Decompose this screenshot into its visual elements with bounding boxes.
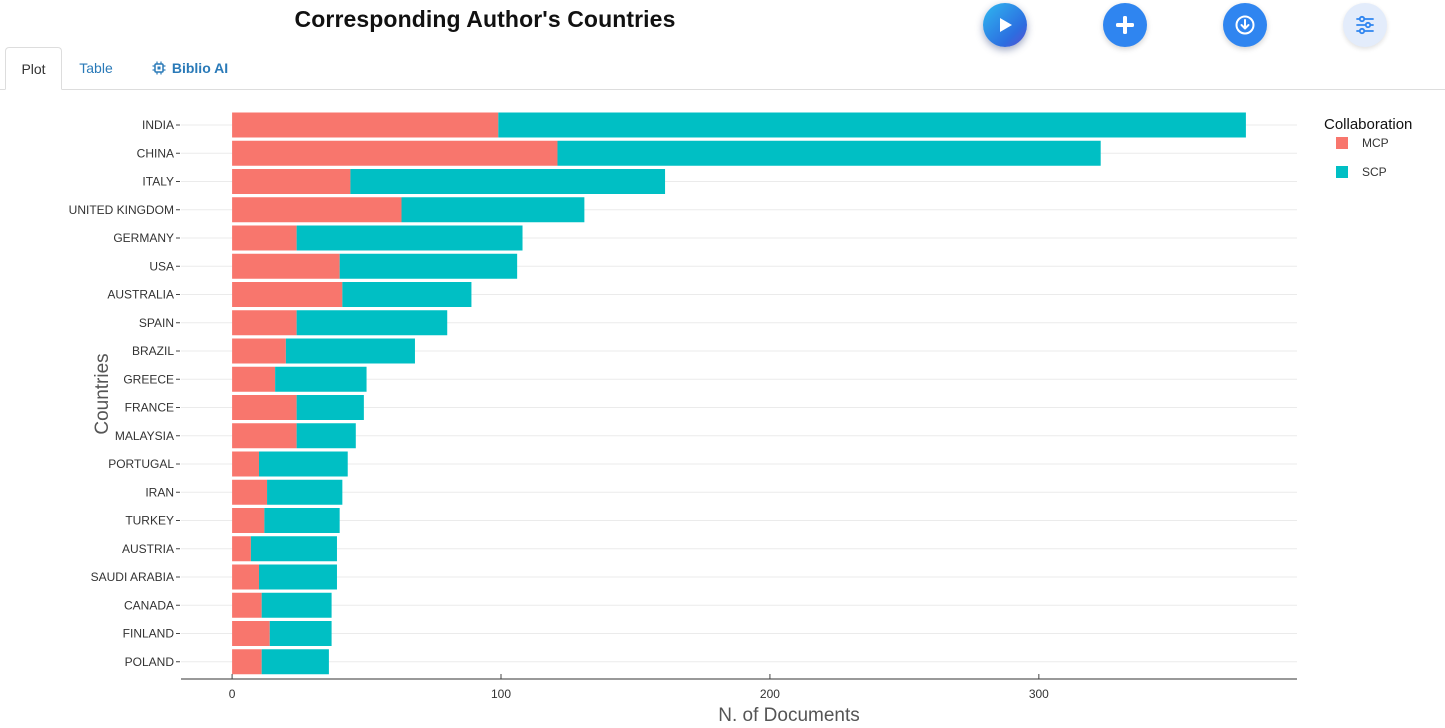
y-tick-label: ITALY <box>142 175 174 189</box>
y-axis: INDIA CHINA ITALY UNITED KINGDOM GERMANY USA A… <box>69 118 180 669</box>
bar-mcp-spain[interactable] <box>232 310 297 336</box>
bar-scp-malaysia[interactable] <box>296 423 356 449</box>
bar-scp-india[interactable] <box>498 112 1246 138</box>
y-tick-label: INDIA <box>142 118 174 132</box>
legend: Collaboration MCP SCP <box>1324 116 1412 179</box>
y-tick-label: SAUDI ARABIA <box>91 570 174 584</box>
bar-mcp-china[interactable] <box>232 140 558 166</box>
y-tick-label: POLAND <box>125 655 175 669</box>
run-button[interactable] <box>983 3 1027 47</box>
tab-bar: Plot Table Biblio AI <box>0 47 1445 90</box>
bar-mcp-greece[interactable] <box>232 366 276 392</box>
bar-scp-united-kingdom[interactable] <box>401 197 585 223</box>
bar-scp-saudi-arabia[interactable] <box>258 564 337 590</box>
y-tick-label: BRAZIL <box>132 344 174 358</box>
bar-mcp-italy[interactable] <box>232 169 351 194</box>
bar-mcp-poland[interactable] <box>232 649 262 675</box>
legend-label-scp[interactable]: SCP <box>1362 165 1387 179</box>
y-tick-label: FRANCE <box>125 401 174 415</box>
y-tick-label: SPAIN <box>139 316 174 330</box>
bar-scp-turkey[interactable] <box>264 508 340 533</box>
x-axis-title: N. of Documents <box>718 705 860 726</box>
bar-scp-brazil[interactable] <box>285 338 415 364</box>
y-tick-label: TURKEY <box>125 514 174 528</box>
bar-scp-austria[interactable] <box>250 536 337 562</box>
y-tick-label: AUSTRALIA <box>107 288 174 302</box>
y-tick-label: IRAN <box>145 485 174 499</box>
x-tick-label: 300 <box>1029 687 1049 701</box>
y-tick-label: MALAYSIA <box>115 429 174 443</box>
y-tick-label: CHINA <box>137 146 174 160</box>
tab-biblio-ai[interactable]: Biblio AI <box>140 47 240 89</box>
plus-icon <box>1116 16 1134 34</box>
sliders-icon <box>1356 15 1374 35</box>
download-button[interactable] <box>1223 3 1267 47</box>
bar-scp-italy[interactable] <box>350 169 666 194</box>
bar-mcp-austria[interactable] <box>232 536 251 562</box>
chip-icon <box>152 61 166 75</box>
legend-label-mcp[interactable]: MCP <box>1362 136 1389 150</box>
legend-title: Collaboration <box>1324 116 1412 133</box>
y-tick-label: PORTUGAL <box>108 457 174 471</box>
bar-scp-finland[interactable] <box>269 621 332 646</box>
bar-scp-poland[interactable] <box>261 649 329 675</box>
x-tick-label: 100 <box>491 687 511 701</box>
x-axis: 0 100 200 300 <box>181 674 1297 701</box>
bar-mcp-canada[interactable] <box>232 592 262 618</box>
bar-mcp-france[interactable] <box>232 395 297 420</box>
page-title: Corresponding Author's Countries <box>294 6 676 32</box>
bar-mcp-iran[interactable] <box>232 479 268 505</box>
y-tick-label: CANADA <box>124 598 174 612</box>
bars <box>232 112 1246 675</box>
bar-scp-usa[interactable] <box>339 253 518 279</box>
bar-mcp-malaysia[interactable] <box>232 423 297 449</box>
bar-mcp-saudi-arabia[interactable] <box>232 564 259 590</box>
y-tick-label: GERMANY <box>113 231 174 245</box>
bar-scp-greece[interactable] <box>275 366 367 392</box>
bar-scp-australia[interactable] <box>342 282 472 307</box>
bar-mcp-india[interactable] <box>232 112 499 138</box>
bar-mcp-turkey[interactable] <box>232 508 265 533</box>
options-button[interactable] <box>1343 3 1387 47</box>
download-icon <box>1235 15 1255 35</box>
bar-scp-iran[interactable] <box>267 479 343 505</box>
bar-scp-germany[interactable] <box>296 225 523 251</box>
play-icon <box>1000 18 1012 32</box>
bar-mcp-usa[interactable] <box>232 253 340 279</box>
tab-plot[interactable]: Plot <box>5 47 62 90</box>
tab-biblio-ai-label: Biblio AI <box>171 60 229 76</box>
y-tick-label: FINLAND <box>123 627 175 641</box>
legend-swatch-mcp[interactable] <box>1336 137 1348 149</box>
bar-scp-china[interactable] <box>557 140 1101 166</box>
bar-mcp-australia[interactable] <box>232 282 343 307</box>
y-tick-label: UNITED KINGDOM <box>69 203 174 217</box>
y-axis-title: Countries <box>92 353 113 434</box>
x-tick-label: 200 <box>760 687 780 701</box>
legend-swatch-scp[interactable] <box>1336 166 1348 178</box>
bar-mcp-brazil[interactable] <box>232 338 286 364</box>
bar-mcp-united-kingdom[interactable] <box>232 197 402 223</box>
bar-mcp-portugal[interactable] <box>232 451 259 477</box>
bar-mcp-germany[interactable] <box>232 225 297 251</box>
y-tick-label: AUSTRIA <box>122 542 174 556</box>
x-tick-label: 0 <box>229 687 236 701</box>
bar-mcp-finland[interactable] <box>232 621 270 646</box>
bar-scp-portugal[interactable] <box>258 451 348 477</box>
bar-scp-france[interactable] <box>296 395 364 420</box>
tab-table[interactable]: Table <box>79 60 113 76</box>
y-tick-label: USA <box>149 259 174 273</box>
y-tick-label: GREECE <box>123 372 174 386</box>
bar-scp-canada[interactable] <box>261 592 332 618</box>
add-button[interactable] <box>1103 3 1147 47</box>
bar-scp-spain[interactable] <box>296 310 448 336</box>
